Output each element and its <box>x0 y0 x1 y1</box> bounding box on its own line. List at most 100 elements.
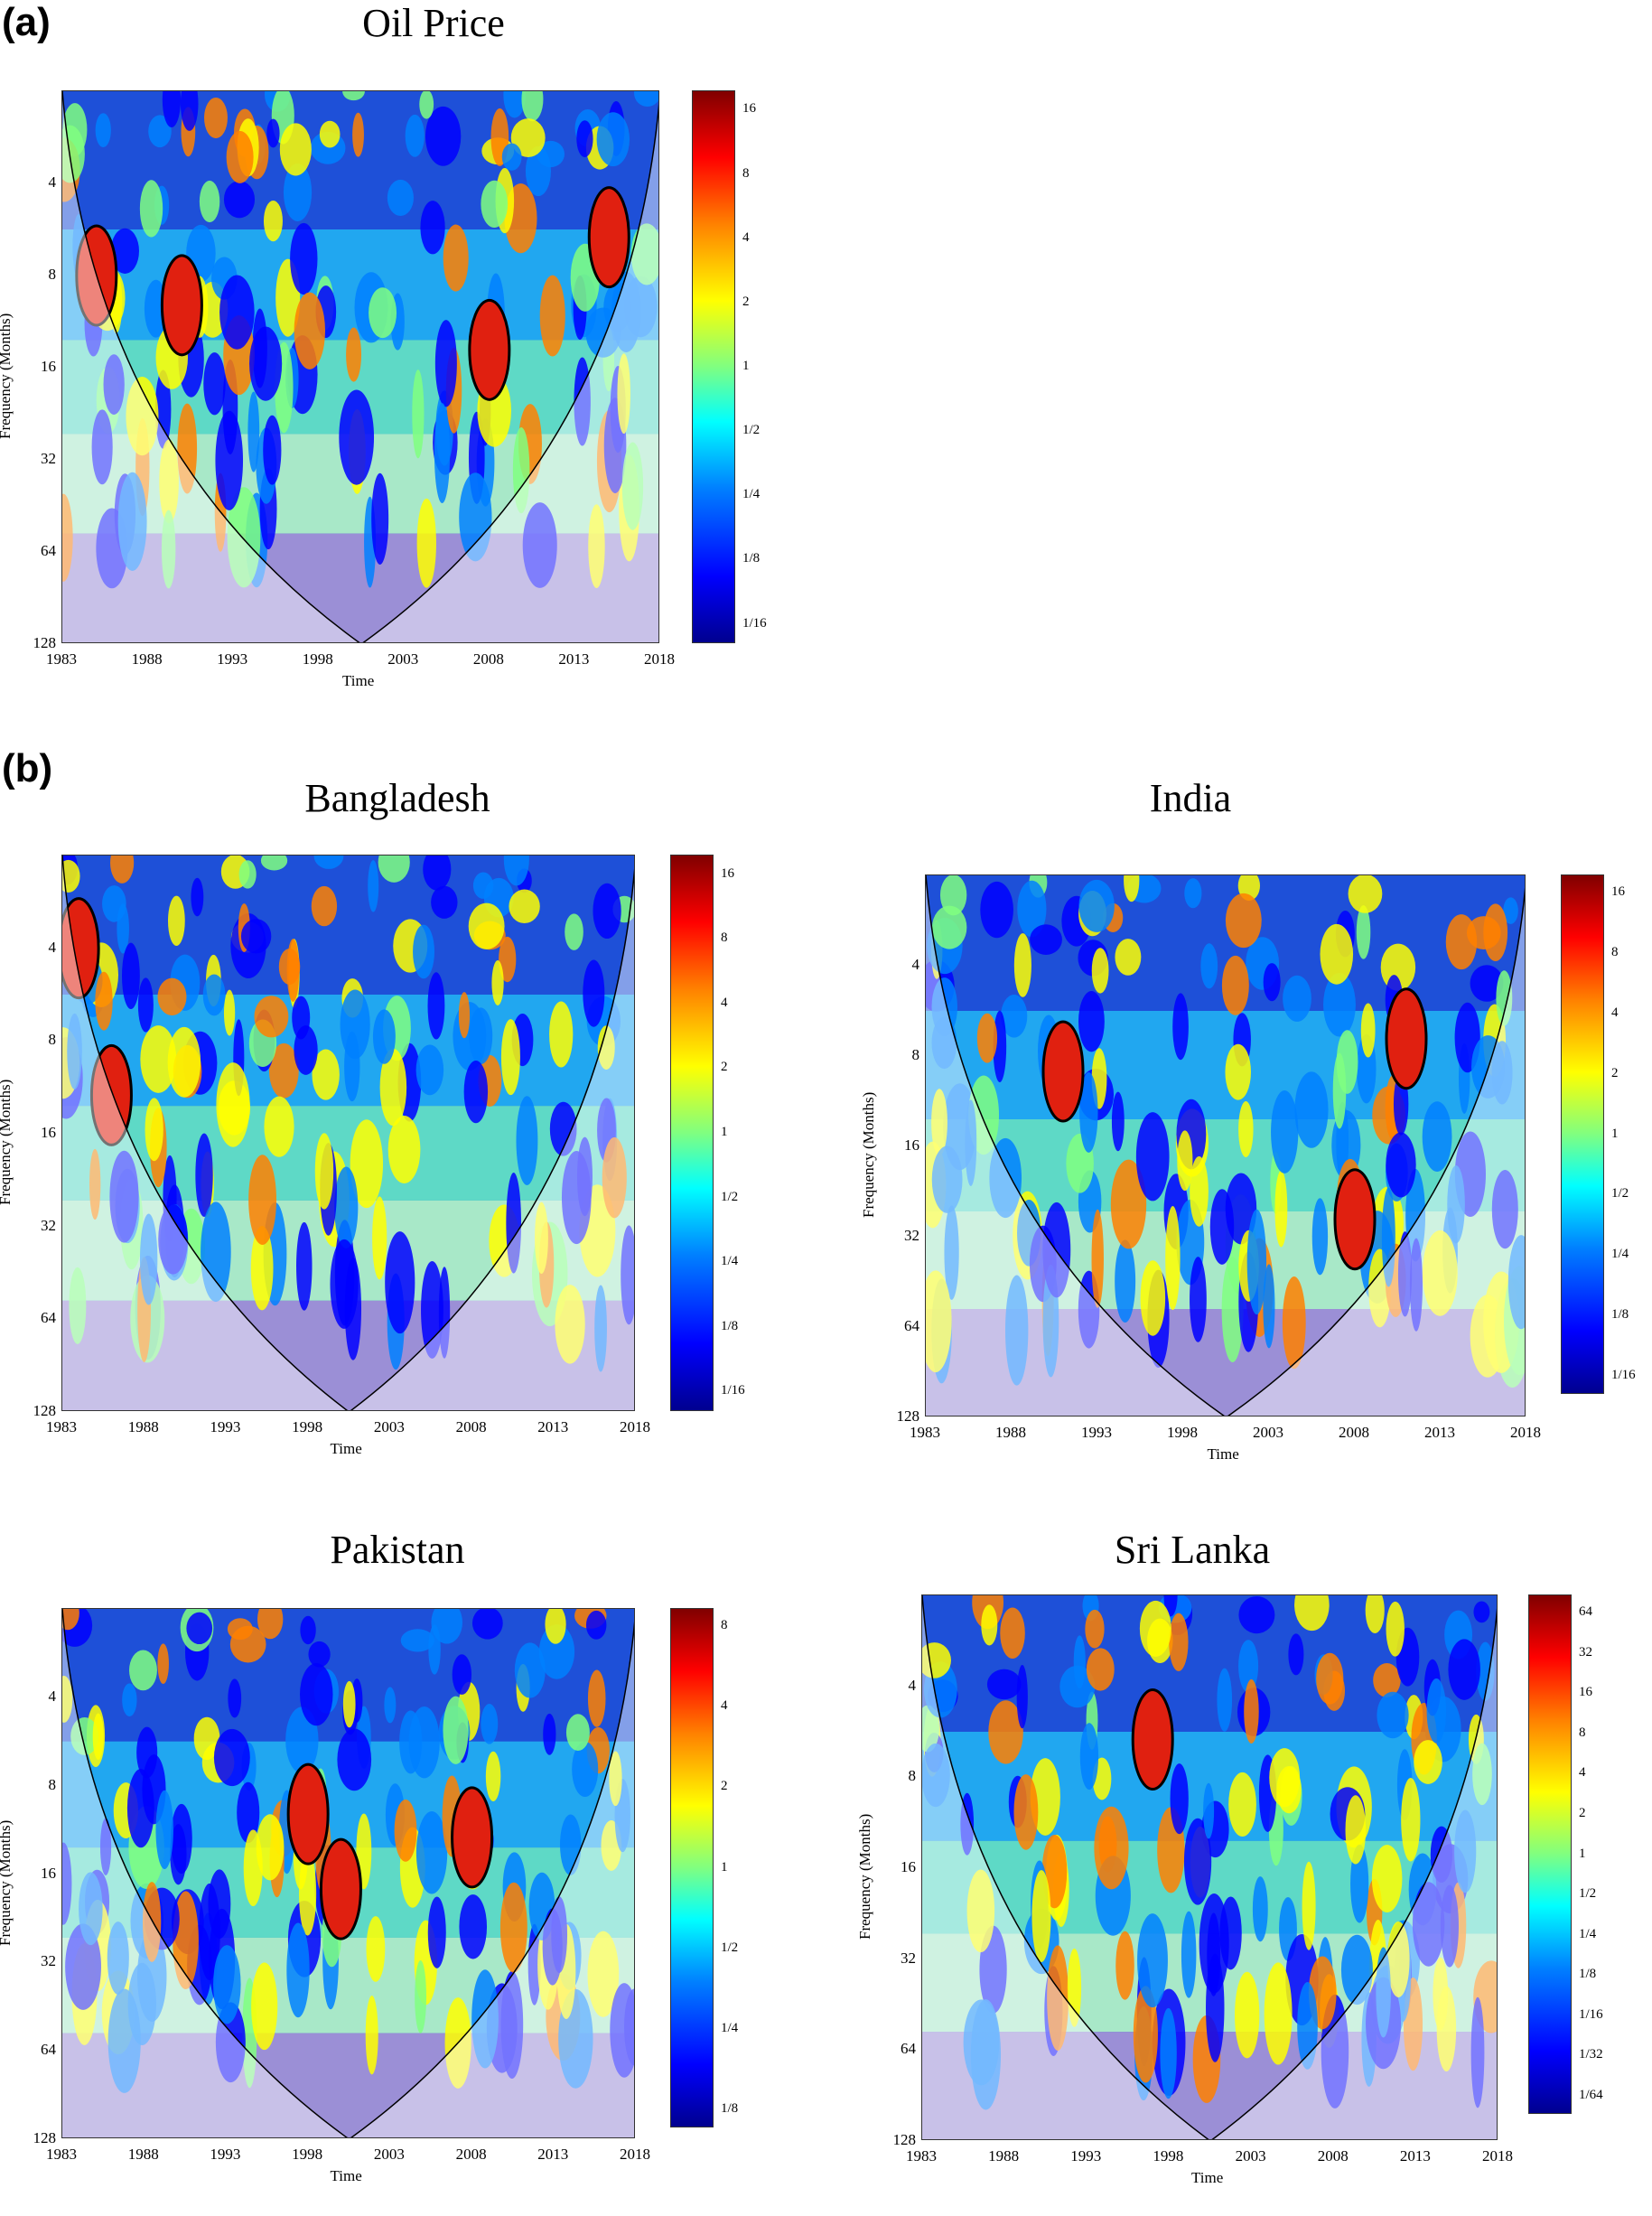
power-blob <box>1348 875 1383 913</box>
colorbar-tick-label: 1/4 <box>1579 1926 1597 1941</box>
power-blob <box>415 1811 448 1894</box>
x-tick-label: 2003 <box>387 650 419 668</box>
power-blob <box>965 1099 977 1186</box>
power-blob <box>1244 1679 1259 1744</box>
power-blob <box>1436 1986 1457 2071</box>
power-blob <box>1183 1818 1212 1905</box>
colorbar <box>692 90 735 643</box>
power-blob <box>170 1824 187 1885</box>
power-blob <box>610 1983 634 2078</box>
power-blob <box>539 275 565 357</box>
power-blob <box>294 292 326 369</box>
power-blob <box>1360 1003 1376 1058</box>
x-tick-label: 1998 <box>292 1418 323 1435</box>
power-blob <box>109 1150 139 1243</box>
power-blob <box>365 1996 378 2075</box>
power-blob <box>421 1260 443 1359</box>
power-blob <box>95 113 111 148</box>
power-blob <box>1190 1156 1209 1227</box>
power-blob <box>202 974 226 1016</box>
power-blob <box>412 369 425 459</box>
power-blob <box>1133 1986 1158 2083</box>
x-tick-label: 2013 <box>1399 2147 1431 2165</box>
power-blob <box>201 1202 231 1303</box>
power-blob <box>1503 897 1518 924</box>
power-blob <box>1140 1260 1166 1336</box>
power-blob <box>142 1882 162 1962</box>
y-tick-label: 8 <box>48 266 57 283</box>
power-blob <box>1470 1996 1485 2108</box>
power-blob <box>213 1945 241 2024</box>
power-blob <box>369 287 397 339</box>
power-blob <box>372 1196 387 1280</box>
colorbar-tick-label: 8 <box>721 1618 728 1633</box>
power-blob <box>1473 1601 1490 1623</box>
power-blob <box>438 1267 451 1359</box>
power-blob <box>95 971 113 1031</box>
colorbar-tick-label: 16 <box>721 865 734 881</box>
y-tick-label: 128 <box>33 634 57 651</box>
colorbar-tick-label: 8 <box>1579 1725 1586 1740</box>
cone-of-influence-shade <box>62 856 634 1410</box>
power-blob <box>107 1988 141 2093</box>
x-tick-label: 2003 <box>1235 2147 1266 2165</box>
power-blob <box>155 1790 173 1870</box>
x-axis-label: Time <box>342 672 375 689</box>
x-tick-label: 1998 <box>1153 2147 1184 2165</box>
power-blob <box>279 123 312 176</box>
x-axis-label: Time <box>1207 1445 1239 1463</box>
power-blob <box>227 1618 253 1641</box>
colorbar-tick-label: 4 <box>1611 1005 1619 1020</box>
power-band <box>62 856 634 995</box>
power-blob <box>91 409 113 485</box>
y-tick-label: 64 <box>41 2041 56 2059</box>
power-blob <box>1405 1168 1426 1262</box>
power-blob <box>926 1270 952 1373</box>
power-blob <box>1448 1639 1480 1700</box>
colorbar-tick-label: 1 <box>1611 1126 1619 1141</box>
power-blob <box>1091 1209 1104 1308</box>
power-blob <box>290 222 318 295</box>
power-blob <box>378 856 410 883</box>
power-blob <box>1181 1911 1197 1998</box>
power-blob <box>1238 1640 1259 1693</box>
power-blob <box>102 885 126 922</box>
power-blob <box>167 895 185 947</box>
power-blob <box>1377 1691 1409 1739</box>
power-blob <box>157 977 187 1016</box>
x-tick-label: 2013 <box>1424 1424 1455 1441</box>
colorbar-tick-label: 16 <box>1579 1685 1592 1700</box>
colorbar <box>670 1608 714 2127</box>
power-blob <box>471 1609 503 1640</box>
power-blob <box>1177 1130 1193 1192</box>
cone-of-influence <box>62 856 634 1410</box>
power-blob <box>501 143 522 171</box>
x-tick-label: 2018 <box>620 1418 650 1435</box>
x-tick-label: 1998 <box>292 2146 323 2163</box>
power-blob <box>107 1921 129 1995</box>
power-blob <box>1139 1600 1171 1657</box>
power-blob <box>1031 1870 1051 1962</box>
power-blob <box>350 1119 384 1209</box>
y-tick-label: 32 <box>904 1227 919 1244</box>
power-blob <box>1316 1652 1344 1705</box>
power-blob <box>931 905 967 949</box>
power-blob <box>337 1728 372 1791</box>
power-blob <box>339 389 375 485</box>
power-blob <box>415 1044 444 1096</box>
wavelet-power-svg <box>62 856 634 1410</box>
y-tick-label: 128 <box>33 2129 57 2146</box>
power-blob <box>1496 970 1513 1026</box>
power-blob <box>387 1116 421 1184</box>
power-blob <box>602 1136 627 1219</box>
y-tick-label: 16 <box>41 358 56 375</box>
y-axis-label: Frequency (Months) <box>0 1819 14 1946</box>
power-blob <box>596 112 630 167</box>
cone-of-influence-shade <box>62 91 658 642</box>
power-blob <box>1412 1882 1445 1967</box>
power-blob <box>427 972 445 1040</box>
power-blob <box>1320 923 1354 985</box>
power-blob <box>1013 933 1031 997</box>
chart-title: Pakistan <box>330 1528 465 1572</box>
y-tick-label: 32 <box>41 1216 56 1234</box>
